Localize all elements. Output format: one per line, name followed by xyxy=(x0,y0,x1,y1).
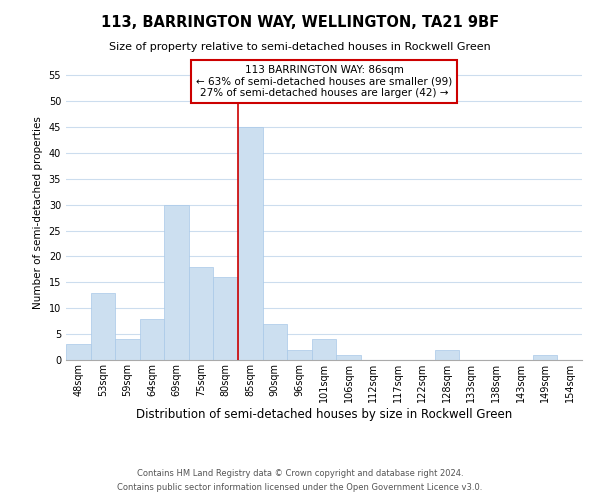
Bar xyxy=(115,340,140,360)
Bar xyxy=(214,277,238,360)
Bar xyxy=(140,318,164,360)
Text: Contains HM Land Registry data © Crown copyright and database right 2024.: Contains HM Land Registry data © Crown c… xyxy=(137,468,463,477)
Bar xyxy=(91,292,115,360)
Text: 113, BARRINGTON WAY, WELLINGTON, TA21 9BF: 113, BARRINGTON WAY, WELLINGTON, TA21 9B… xyxy=(101,15,499,30)
Bar xyxy=(164,204,189,360)
Bar xyxy=(336,355,361,360)
Text: Size of property relative to semi-detached houses in Rockwell Green: Size of property relative to semi-detach… xyxy=(109,42,491,52)
X-axis label: Distribution of semi-detached houses by size in Rockwell Green: Distribution of semi-detached houses by … xyxy=(136,408,512,420)
Bar xyxy=(312,340,336,360)
Bar xyxy=(238,127,263,360)
Bar xyxy=(66,344,91,360)
Bar xyxy=(287,350,312,360)
Bar xyxy=(533,355,557,360)
Bar xyxy=(263,324,287,360)
Text: 113 BARRINGTON WAY: 86sqm
← 63% of semi-detached houses are smaller (99)
27% of : 113 BARRINGTON WAY: 86sqm ← 63% of semi-… xyxy=(196,65,452,98)
Bar xyxy=(434,350,459,360)
Bar xyxy=(189,267,214,360)
Text: Contains public sector information licensed under the Open Government Licence v3: Contains public sector information licen… xyxy=(118,484,482,492)
Y-axis label: Number of semi-detached properties: Number of semi-detached properties xyxy=(33,116,43,309)
